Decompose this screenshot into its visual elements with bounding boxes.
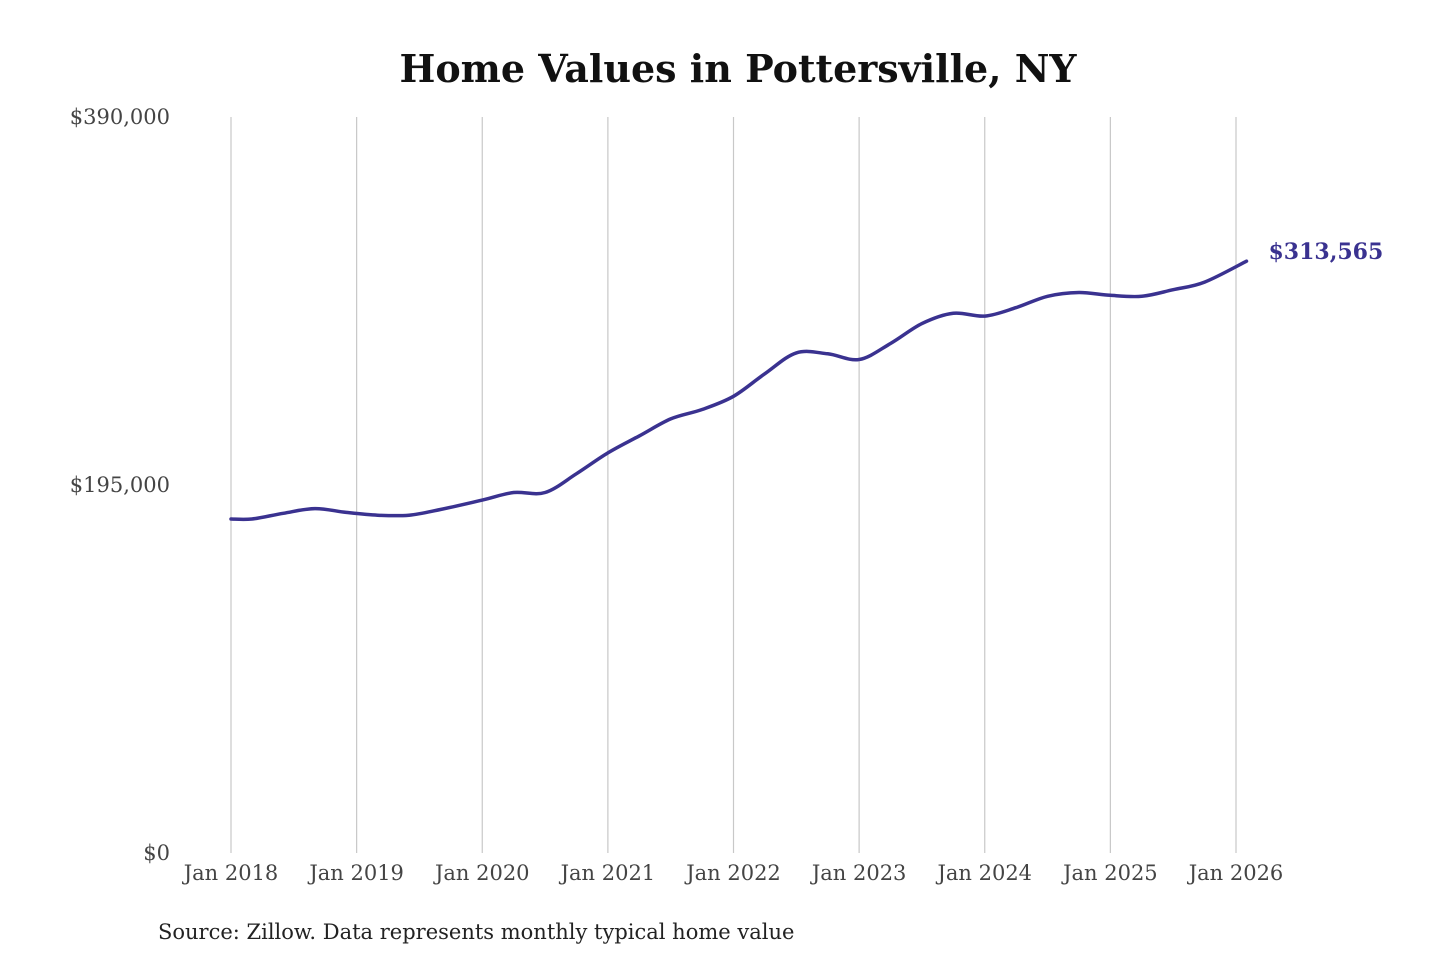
chart-title: Home Values in Pottersville, NY: [399, 46, 1077, 91]
x-tick-label: Jan 2019: [307, 861, 404, 885]
x-tick-label: Jan 2023: [810, 861, 907, 885]
x-tick-label: Jan 2018: [182, 861, 279, 885]
end-value-label: $313,565: [1268, 239, 1383, 265]
x-tick-label: Jan 2020: [433, 861, 530, 885]
x-tick-label: Jan 2021: [559, 861, 656, 885]
x-tick-label: Jan 2026: [1187, 861, 1284, 885]
x-tick-label: Jan 2022: [684, 861, 781, 885]
vertical-grid: [230, 117, 1237, 853]
y-tick-label: $195,000: [70, 473, 170, 497]
series-line: [229, 259, 1249, 522]
x-tick-label: Jan 2025: [1061, 861, 1158, 885]
x-tick-label: Jan 2024: [935, 861, 1032, 885]
source-note: Source: Zillow. Data represents monthly …: [158, 920, 794, 944]
y-tick-label: $0: [143, 841, 170, 865]
x-axis-ticks: Jan 2018 Jan 2019 Jan 2020 Jan 2021 Jan 2022…: [182, 861, 1284, 885]
y-axis-ticks: $390,000 $195,000 $0: [70, 105, 170, 865]
y-tick-label: $390,000: [70, 105, 170, 129]
